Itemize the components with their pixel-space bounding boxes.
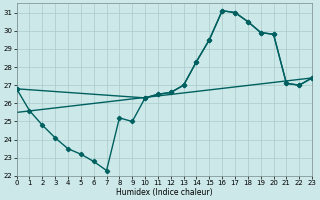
X-axis label: Humidex (Indice chaleur): Humidex (Indice chaleur) — [116, 188, 213, 197]
